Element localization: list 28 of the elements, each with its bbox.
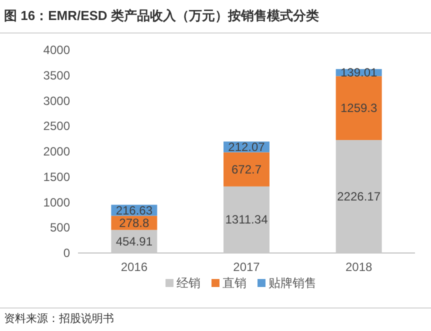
data-label: 212.07 [228,140,266,154]
data-label: 672.7 [231,162,262,176]
legend-label: 经销 [176,276,200,290]
y-tick-label: 2500 [43,119,70,134]
data-label: 454.91 [116,234,153,248]
y-tick-label: 3000 [43,94,70,108]
bar [336,76,382,140]
text: 资料来源：招股说明书 [4,312,114,325]
x-tick-label: 2017 [233,260,260,274]
y-tick-label: 500 [50,220,70,235]
x-tick-label: 2018 [345,260,373,274]
legend-label: 贴牌销售 [268,276,316,290]
data-label: 1311.34 [225,212,268,227]
bar [224,152,270,186]
x-tick-label: 2016 [120,260,148,274]
data-label: 139.01 [340,66,378,80]
data-label: 1259.3 [340,101,378,116]
y-tick-label: 1000 [43,195,70,210]
y-tick-label: 3500 [43,68,70,82]
y-tick-label: 0 [63,246,70,260]
y-tick-label: 1500 [43,170,70,184]
data-label: 216.63 [116,203,153,218]
legend-label: 直销 [222,276,246,290]
y-tick-label: 2000 [43,144,70,158]
data-label: 2226.17 [337,190,381,204]
data-label: 278.8 [119,216,150,230]
chart-title: 图 16：EMR/ESD 类产品收入（万元）按销售模式分类 [4,8,319,23]
y-tick-label: 4000 [43,43,70,57]
